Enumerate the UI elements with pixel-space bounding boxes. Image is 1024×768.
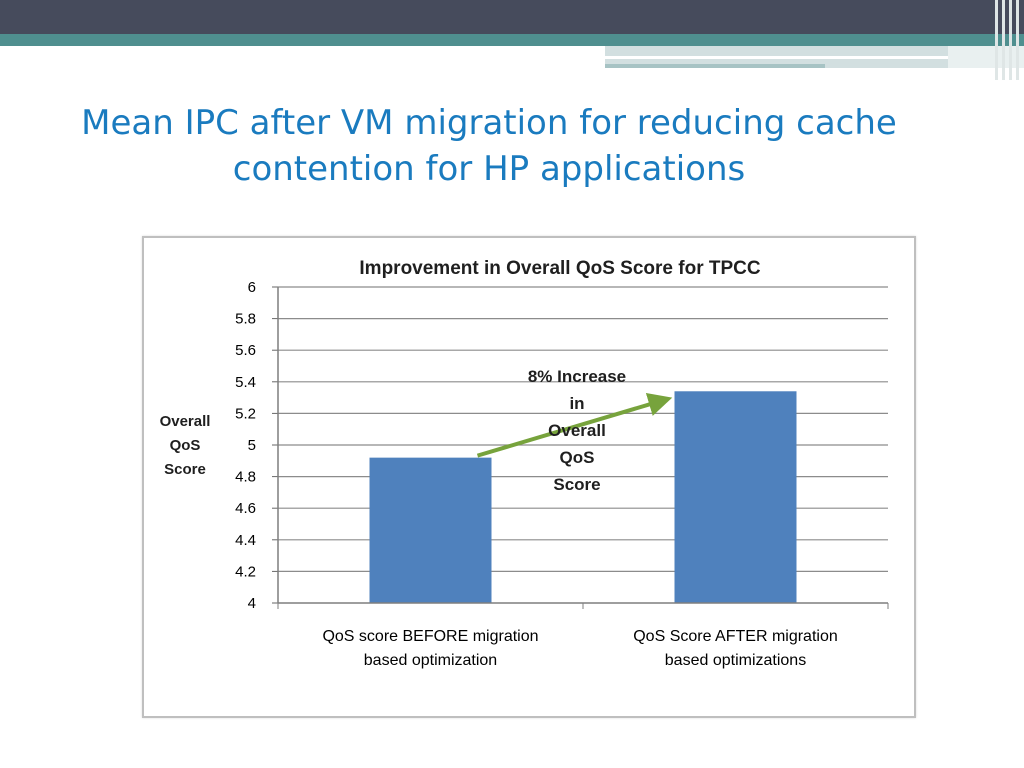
- y-tick-label: 5.2: [235, 405, 256, 422]
- header-white-stripe: [605, 56, 948, 59]
- x-category-label: QoS Score AFTER migration based optimizat…: [633, 628, 838, 669]
- chart-title: Improvement in Overall QoS Score for TPC…: [359, 258, 760, 279]
- header-vline-3: [1009, 0, 1012, 80]
- y-tick-label: 4.8: [235, 469, 256, 486]
- header-teal-band: [0, 34, 1024, 46]
- header-light-stripe: [605, 64, 825, 68]
- category-labels: QoS score BEFORE migration based optimiza…: [322, 628, 837, 669]
- y-tick-label: 4.4: [235, 532, 256, 549]
- y-tick-labels: 4 4.2 4.4 4.6 4.8 5 5.2 5.4 5.6 5.8 6: [235, 279, 278, 612]
- header-decoration: [0, 0, 1024, 80]
- header-vline-2: [1002, 0, 1005, 80]
- increase-annotation: 8% Increase in Overall QoS Score: [528, 367, 626, 494]
- y-tick-label: 4.2: [235, 563, 256, 580]
- y-tick-label: 4: [248, 595, 256, 612]
- y-tick-label: 4.6: [235, 500, 256, 517]
- header-vline-1: [995, 0, 998, 80]
- bar: [369, 457, 492, 603]
- y-tick-label: 6: [248, 279, 256, 296]
- axes: [277, 287, 889, 609]
- increase-arrow: [476, 392, 673, 458]
- header-vline-4: [1016, 0, 1019, 80]
- y-tick-label: 5: [248, 437, 256, 454]
- header-dark-band: [0, 0, 1024, 34]
- slide-title: Mean IPC after VM migration for reducing…: [81, 103, 897, 189]
- bar: [674, 391, 797, 603]
- x-category-label: QoS score BEFORE migration based optimiza…: [322, 628, 538, 669]
- y-axis-label: Overall QoS Score: [160, 413, 211, 478]
- bars: [369, 391, 797, 603]
- y-tick-label: 5.8: [235, 311, 256, 328]
- y-tick-label: 5.6: [235, 342, 256, 359]
- y-tick-label: 5.4: [235, 374, 256, 391]
